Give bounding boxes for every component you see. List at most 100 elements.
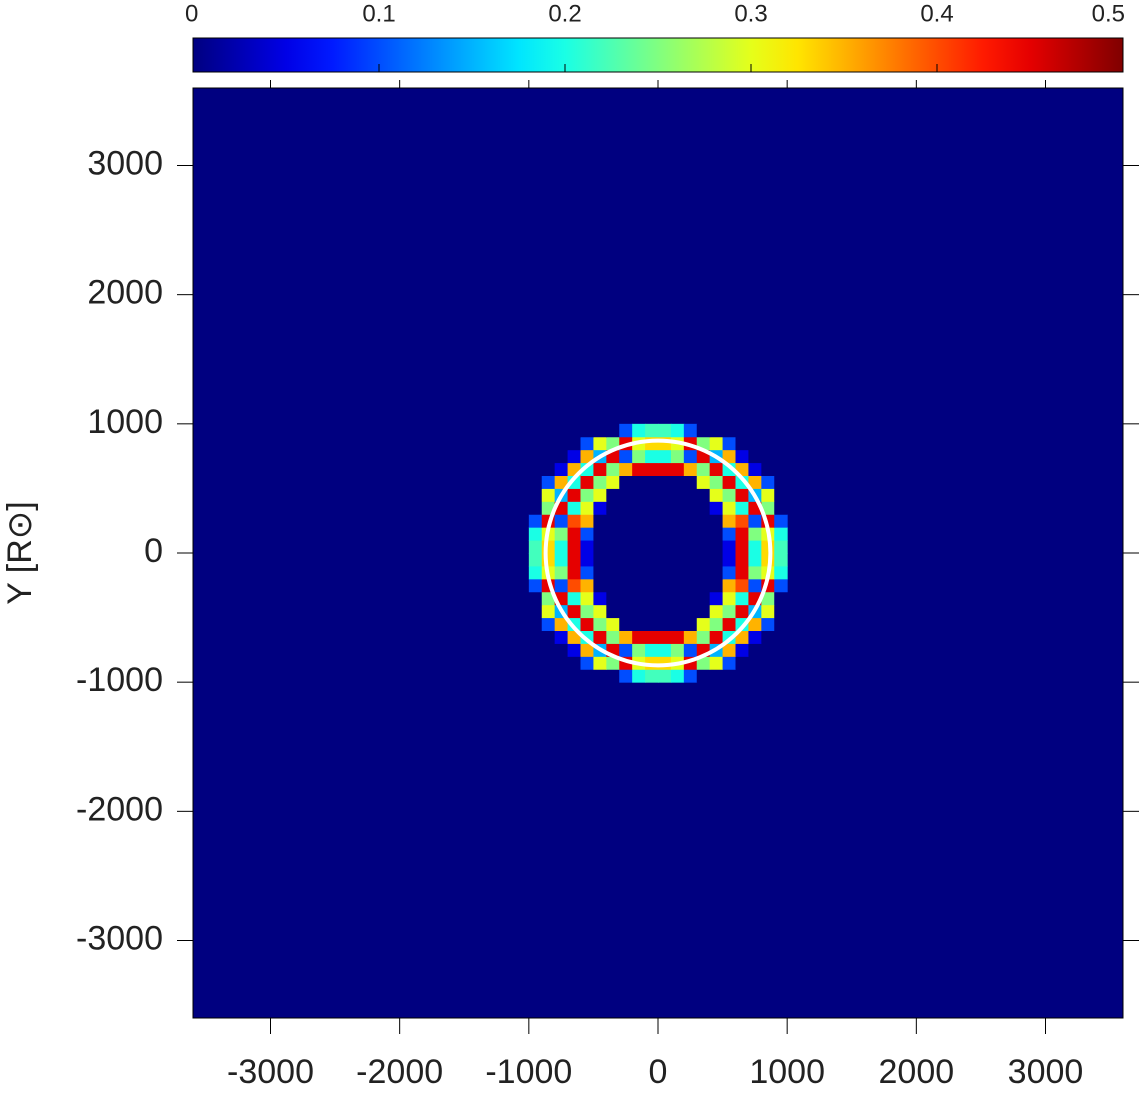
heat-cell — [670, 643, 685, 657]
heat-cell — [709, 604, 724, 619]
heat-cell — [645, 578, 659, 593]
heat-cell — [632, 423, 646, 438]
heat-cell — [541, 643, 556, 657]
heat-cell — [709, 540, 724, 554]
heat-cell — [619, 475, 633, 489]
heat-cell — [528, 449, 543, 464]
heat-cell — [606, 540, 620, 554]
heat-cell — [567, 565, 581, 580]
colorbar-tick-label: 0 — [185, 0, 198, 27]
heat-cell — [606, 604, 620, 619]
heat-cell — [580, 423, 594, 438]
heat-cell — [774, 604, 788, 619]
heat-cell — [632, 578, 646, 593]
heat-cell — [554, 423, 569, 438]
heat-cell — [709, 591, 724, 606]
heat-cell — [709, 488, 724, 502]
heat-cell — [619, 617, 633, 631]
heat-cell — [722, 617, 736, 631]
heat-cell — [696, 540, 711, 554]
y-tick-label: -2000 — [76, 790, 163, 828]
heat-cell — [606, 591, 620, 606]
heat-cell — [696, 475, 711, 489]
heat-cell — [554, 436, 569, 451]
heat-cell — [593, 436, 607, 451]
heat-cell — [748, 514, 762, 528]
heat-cell — [567, 436, 581, 451]
heat-cell — [554, 514, 569, 528]
heat-cell — [541, 449, 556, 464]
heat-cell — [670, 514, 685, 528]
heat-cell — [554, 565, 569, 580]
heat-cell — [683, 540, 698, 554]
heat-cell — [683, 669, 698, 683]
heat-cell — [619, 423, 633, 438]
heat-cell — [606, 462, 620, 476]
heat-cell — [670, 591, 685, 606]
heat-cell — [748, 617, 762, 631]
heat-cell — [683, 578, 698, 593]
heat-cell — [735, 514, 749, 528]
heat-cell — [774, 462, 788, 476]
heat-cell — [632, 565, 646, 580]
heat-cell — [722, 527, 736, 541]
heat-cell — [541, 462, 556, 476]
heat-cell — [606, 669, 620, 683]
heat-cell — [696, 553, 711, 567]
heat-cell — [683, 527, 698, 541]
heat-cell — [709, 656, 724, 670]
heat-cell — [632, 604, 646, 619]
heat-cell — [735, 565, 749, 580]
heat-cell — [748, 565, 762, 580]
x-tick-label: 3000 — [1008, 1053, 1084, 1088]
heat-cell — [580, 656, 594, 670]
heat-cell — [761, 630, 775, 644]
heat-cell — [658, 527, 672, 541]
heat-cell — [528, 669, 543, 683]
heat-cell — [683, 423, 698, 438]
heat-cell — [774, 553, 788, 567]
heat-cell — [632, 501, 646, 515]
heat-cell — [761, 423, 775, 438]
heat-cell — [619, 643, 633, 657]
heat-cell — [748, 436, 762, 451]
heat-cell — [593, 540, 607, 554]
heat-cell — [645, 565, 659, 580]
colorbar-tick-label: 0.5 — [1092, 0, 1125, 27]
x-tick-label: -2000 — [356, 1053, 443, 1088]
colorbar-tick-label: 0.4 — [920, 0, 953, 27]
y-tick-label: 0 — [144, 532, 163, 570]
colorbar-tick-label: 0.3 — [734, 0, 767, 27]
heat-cell — [722, 578, 736, 593]
heat-cell — [580, 540, 594, 554]
heat-cell — [722, 449, 736, 464]
heat-cell — [709, 475, 724, 489]
heat-cell — [709, 565, 724, 580]
heat-cell — [606, 527, 620, 541]
heat-cell — [632, 669, 646, 683]
heat-cell — [658, 553, 672, 567]
heat-cell — [567, 540, 581, 554]
heat-cell — [761, 436, 775, 451]
heat-cell — [632, 630, 646, 644]
heat-cell — [696, 656, 711, 670]
heat-cell — [645, 617, 659, 631]
heat-cell — [606, 488, 620, 502]
heat-cell — [632, 475, 646, 489]
heat-cell — [709, 527, 724, 541]
heat-cell — [722, 514, 736, 528]
heat-cell — [593, 488, 607, 502]
heat-cell — [774, 643, 788, 657]
heat-cell — [761, 488, 775, 502]
heat-cell — [528, 643, 543, 657]
heat-cell — [567, 449, 581, 464]
y-tick-label: 2000 — [87, 274, 163, 312]
heat-cell — [593, 527, 607, 541]
heat-cell — [735, 423, 749, 438]
heat-cell — [645, 475, 659, 489]
heat-cell — [528, 630, 543, 644]
heat-cell — [593, 514, 607, 528]
heat-cell — [748, 475, 762, 489]
heat-cell — [645, 527, 659, 541]
heat-cell — [541, 656, 556, 670]
